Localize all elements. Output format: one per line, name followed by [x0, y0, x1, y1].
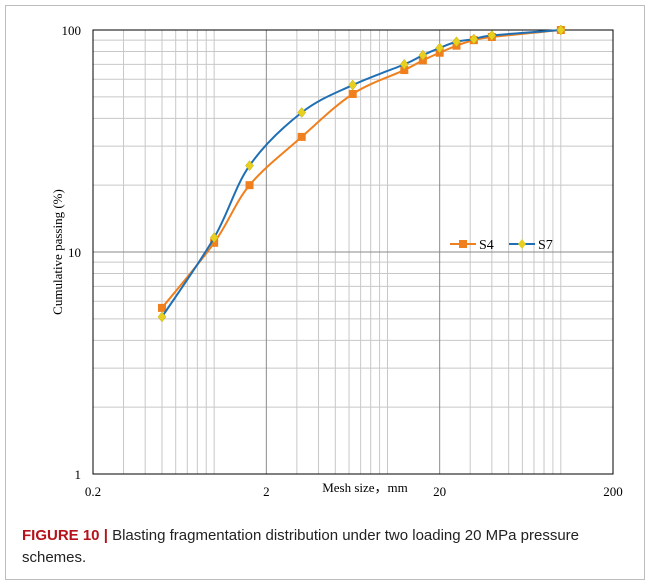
x-axis-label: Mesh size，mm	[322, 480, 408, 495]
legend-item-s4: S4	[450, 238, 494, 253]
x-tick-label: 2	[263, 484, 270, 499]
series-s7-point	[245, 160, 254, 172]
y-tick-labels: 1 10 100	[62, 23, 82, 482]
legend-marker-s7	[518, 239, 526, 249]
legend-label-s4: S4	[479, 238, 494, 253]
legend-label-s7: S7	[538, 238, 553, 253]
series-layer	[157, 24, 566, 323]
series-s7-point	[556, 24, 566, 36]
y-tick-label: 100	[62, 23, 82, 38]
caption-text: Blasting fragmentation distribution unde…	[22, 527, 580, 566]
legend: S4 S7	[450, 238, 553, 253]
x-tick-label: 200	[603, 484, 623, 499]
x-tick-labels: 0.2 2 20 200	[85, 484, 623, 499]
y-tick-label: 1	[75, 467, 82, 482]
series-s7-point	[435, 42, 444, 54]
series-s7-point	[469, 33, 479, 45]
figure-frame	[5, 5, 645, 580]
x-tick-label: 20	[433, 484, 446, 499]
series-s7-point	[452, 36, 461, 48]
series-s4-point	[348, 89, 357, 98]
series-s7	[157, 24, 566, 323]
series-s4-point	[400, 66, 409, 75]
series-s4	[157, 26, 565, 312]
y-axis-label: Cumulative passing (%)	[50, 189, 65, 315]
legend-item-s7: S7	[509, 238, 553, 253]
figure-caption: FIGURE 10 | Blasting fragmentation distr…	[22, 525, 622, 569]
plot-border	[92, 29, 614, 475]
series-s4-point	[157, 303, 166, 312]
caption-separator: |	[103, 527, 108, 544]
series-s7-point	[418, 49, 428, 61]
y-tick-label: 10	[68, 245, 81, 260]
series-s4-line	[161, 29, 561, 309]
series-s4-point	[297, 132, 306, 141]
x-tick-label: 0.2	[85, 484, 101, 499]
legend-marker-s4	[459, 240, 467, 248]
series-s7-point	[487, 30, 497, 41]
series-s7-point	[209, 232, 219, 244]
caption-label: FIGURE 10	[22, 527, 100, 544]
series-s7-point	[157, 311, 167, 323]
series-s4-point	[245, 181, 254, 190]
fragmentation-chart: 0.2 2 20 200 1 10 100 Mesh size，mm Cumulative…	[50, 23, 623, 499]
series-s7-point	[297, 107, 307, 118]
series-s7-point	[399, 58, 409, 70]
series-s7-point	[348, 79, 358, 91]
